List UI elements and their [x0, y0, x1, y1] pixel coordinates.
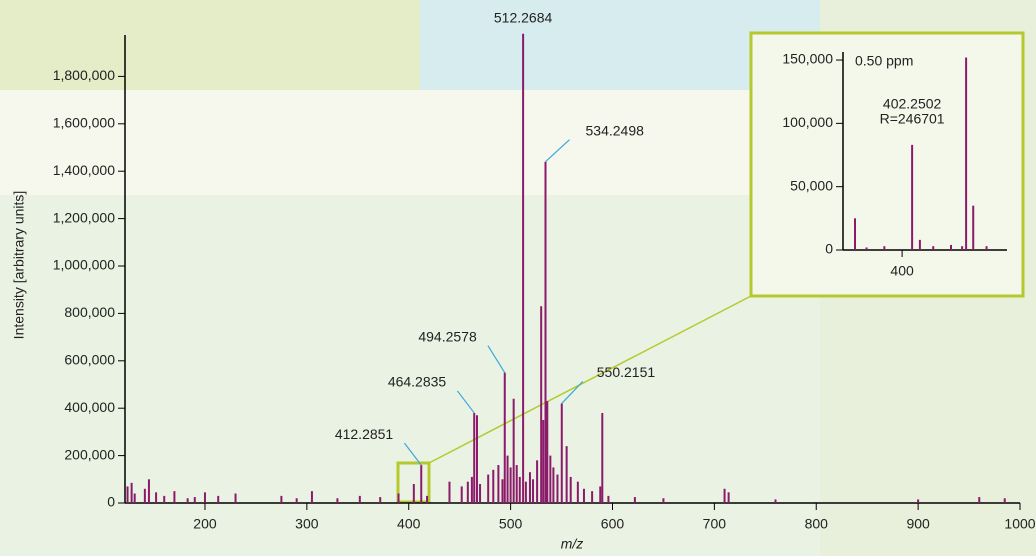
- x-tick-label: 600: [601, 516, 625, 532]
- x-tick-label: 500: [499, 516, 523, 532]
- y-tick-label: 1,200,000: [53, 209, 115, 225]
- x-tick-label: 800: [805, 516, 829, 532]
- peak-label: 412.2851: [335, 426, 394, 442]
- leader-line: [403, 442, 422, 466]
- background-band: [0, 90, 820, 195]
- x-tick-label: 700: [703, 516, 727, 532]
- peak-label: 512.2684: [494, 9, 553, 25]
- zoom-connector: [428, 295, 752, 464]
- peak-label: 550.2151: [597, 364, 656, 380]
- peak-label: 494.2578: [418, 328, 477, 344]
- leader-line: [545, 139, 570, 163]
- y-axis-label: Intensity [arbitrary units]: [11, 191, 27, 340]
- y-tick-label: 100,000: [782, 114, 833, 130]
- y-tick-label: 800,000: [64, 304, 115, 320]
- leader-line: [487, 345, 506, 373]
- y-tick-label: 1,600,000: [53, 115, 115, 131]
- x-tick-label: 200: [193, 516, 217, 532]
- peak-label: 534.2498: [586, 122, 645, 138]
- leader-line: [456, 390, 475, 414]
- peak-label: 464.2835: [388, 374, 447, 390]
- x-tick-label: 400: [890, 263, 914, 279]
- x-tick-label: 900: [906, 516, 930, 532]
- y-tick-label: 1,800,000: [53, 67, 115, 83]
- leader-line: [561, 381, 584, 404]
- y-tick-label: 400,000: [64, 399, 115, 415]
- x-tick-label: 400: [397, 516, 421, 532]
- y-tick-label: 200,000: [64, 446, 115, 462]
- x-tick-label: 1000: [1004, 516, 1035, 532]
- y-tick-label: 150,000: [782, 51, 833, 67]
- resolution-label: R=246701: [880, 111, 945, 127]
- inset-frame: [749, 31, 1025, 298]
- peak-label: 402.2502: [883, 96, 942, 112]
- x-axis-label: m/z: [561, 536, 584, 552]
- x-tick-label: 300: [295, 516, 319, 532]
- background-band: [0, 195, 820, 556]
- y-tick-label: 0: [107, 494, 115, 510]
- y-tick-label: 600,000: [64, 352, 115, 368]
- y-tick-label: 1,400,000: [53, 162, 115, 178]
- y-tick-label: 0: [825, 241, 833, 257]
- y-tick-label: 50,000: [790, 177, 833, 193]
- y-tick-label: 1,000,000: [53, 257, 115, 273]
- annotation: 0.50 ppm: [855, 53, 913, 69]
